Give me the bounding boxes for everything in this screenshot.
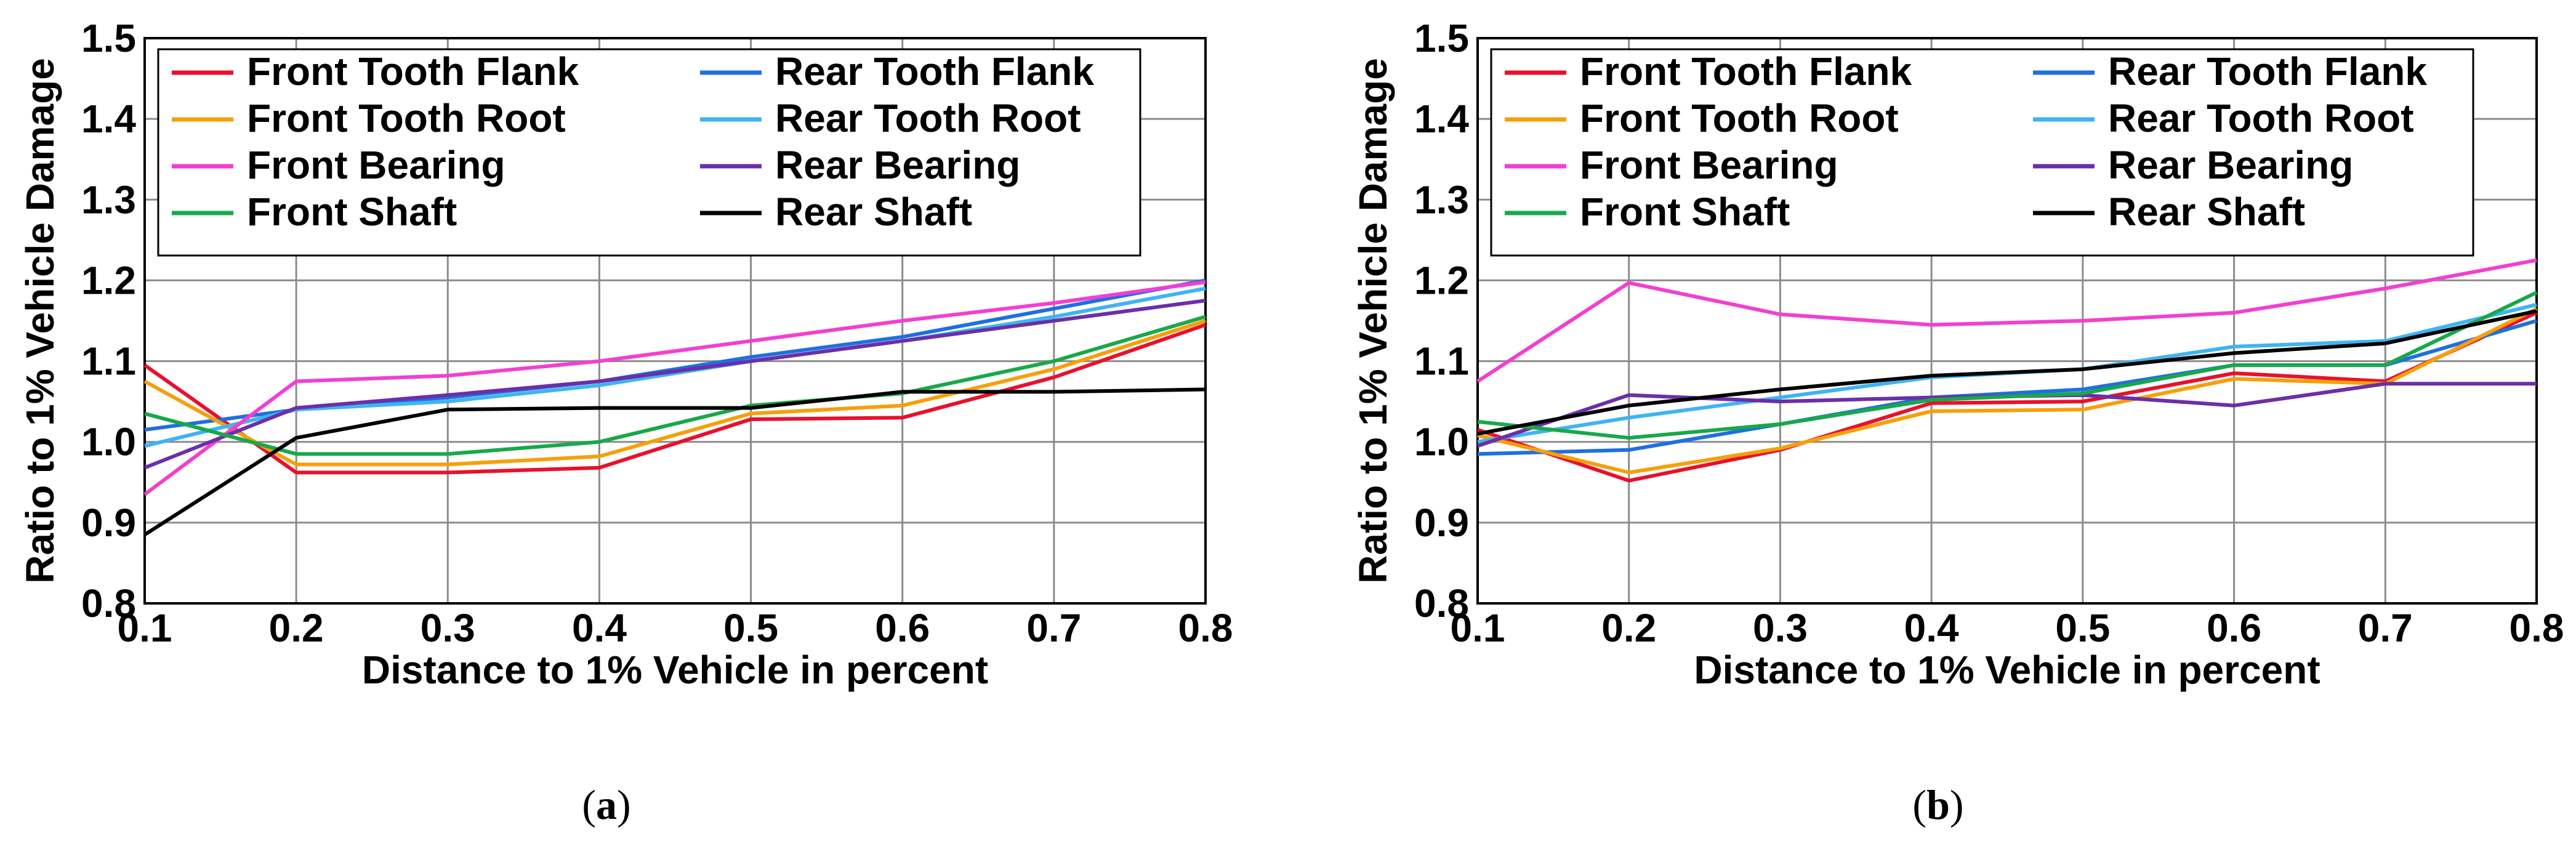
y-tick-label: 0.9	[81, 501, 136, 545]
x-tick-label: 0.3	[421, 606, 475, 650]
legend-item-front-bearing: Front Bearing	[172, 143, 505, 187]
series-line-rear-tooth-root	[144, 286, 1206, 448]
legend-item-rear-tooth-root: Rear Tooth Root	[700, 96, 1081, 140]
series-lines	[1476, 258, 2538, 483]
legend-box	[157, 48, 1141, 257]
legend-label: Front Tooth Root	[1580, 96, 1899, 140]
y-axis-label: Ratio to 1% Vehicle Damage	[18, 58, 62, 584]
chart-panel-a: 0.1 0.2 0.3 0.4 0.5 0.6 0.7 0.8 0.8 0.9 1.0 1.1 1.2 1…	[18, 16, 1233, 828]
legend: Front Tooth Flank Rear Tooth Flank Front T…	[157, 48, 1141, 257]
caption-paren: )	[1950, 781, 1964, 828]
legend-label: Front Shaft	[1580, 190, 1790, 234]
chart-panel-b: 0.1 0.2 0.3 0.4 0.5 0.6 0.7 0.8 0.8 0.9 1.0 1.1 1.2 1…	[1351, 16, 2564, 828]
y-tick-label: 1.1	[1414, 339, 1469, 384]
x-tick-label: 0.7	[2358, 606, 2413, 650]
legend-label: Front Bearing	[1580, 143, 1838, 187]
series-line-front-tooth-root	[143, 319, 1206, 467]
legend-label: Rear Shaft	[2108, 190, 2305, 234]
x-tick-label: 0.2	[1601, 606, 1656, 650]
legend-item-front-tooth-root: Front Tooth Root	[1505, 96, 1899, 140]
panel-caption: (a)	[582, 781, 630, 828]
legend-label: Rear Tooth Flank	[775, 49, 1094, 94]
caption-letter: b	[1926, 781, 1950, 828]
series-line-front-tooth-root	[1477, 307, 2538, 475]
y-tick-label: 0.8	[81, 581, 136, 626]
caption-paren: )	[617, 781, 631, 828]
legend-item-rear-shaft: Rear Shaft	[700, 190, 972, 234]
legend-label: Front Bearing	[247, 143, 505, 187]
legend-item-front-shaft: Front Shaft	[172, 190, 457, 234]
y-tick-label: 1.1	[81, 339, 136, 384]
legend-item-rear-shaft: Rear Shaft	[2033, 190, 2305, 234]
y-tick-label: 1.5	[1414, 16, 1469, 60]
y-tick-label: 1.3	[81, 177, 136, 222]
legend-label: Front Tooth Flank	[1580, 49, 1912, 94]
y-tick-label: 1.0	[81, 420, 136, 464]
legend: Front Tooth Flank Rear Tooth Flank Front T…	[1490, 48, 2474, 257]
x-tick-label: 0.4	[572, 606, 627, 650]
legend-label: Rear Tooth Flank	[2108, 49, 2427, 94]
caption-letter: a	[596, 781, 617, 828]
x-tick-label: 0.2	[269, 606, 324, 650]
y-tick-label: 1.2	[81, 258, 136, 302]
legend-label: Front Shaft	[247, 190, 457, 234]
y-tick-label: 1.0	[1414, 420, 1469, 464]
series-line-rear-bearing	[143, 299, 1206, 470]
x-axis-label: Distance to 1% Vehicle in percent	[1694, 648, 2320, 692]
x-tick-label: 0.5	[723, 606, 778, 650]
series-line-front-shaft	[144, 315, 1206, 456]
legend-item-rear-bearing: Rear Bearing	[700, 143, 1020, 187]
x-tick-label: 0.6	[875, 606, 930, 650]
legend-label: Rear Tooth Root	[2108, 96, 2414, 140]
y-tick-label: 1.3	[1414, 177, 1469, 222]
legend-item-rear-tooth-flank: Rear Tooth Flank	[700, 49, 1094, 94]
legend-item-rear-tooth-flank: Rear Tooth Flank	[2033, 49, 2427, 94]
x-tick-label: 0.7	[1026, 606, 1081, 650]
legend-item-rear-tooth-root: Rear Tooth Root	[2033, 96, 2414, 140]
series-line-front-tooth-flank	[1477, 311, 2538, 483]
y-tick-label: 1.5	[81, 16, 136, 60]
legend-item-front-tooth-flank: Front Tooth Flank	[1505, 49, 1912, 94]
legend-box	[1490, 48, 2474, 257]
y-tick-label: 1.4	[1414, 97, 1469, 141]
y-tick-label: 0.8	[1414, 581, 1469, 626]
x-tick-label: 0.3	[1753, 606, 1808, 650]
legend-label: Rear Bearing	[2108, 143, 2353, 187]
legend-item-front-tooth-flank: Front Tooth Flank	[172, 49, 579, 94]
x-tick-label: 0.8	[2510, 606, 2564, 650]
y-axis-label: Ratio to 1% Vehicle Damage	[1351, 58, 1395, 584]
y-tick-label: 1.4	[81, 97, 136, 141]
y-tick-label: 0.9	[1414, 501, 1469, 545]
series-line-front-tooth-flank	[143, 323, 1206, 475]
series-line-rear-shaft	[1477, 309, 2537, 436]
x-tick-label: 0.6	[2207, 606, 2261, 650]
series-line-rear-shaft	[143, 387, 1206, 537]
x-tick-label: 0.1	[1451, 606, 1505, 650]
y-tick-label: 1.2	[1414, 258, 1469, 302]
x-tick-label: 0.1	[118, 606, 172, 650]
legend-item-front-tooth-root: Front Tooth Root	[172, 96, 566, 140]
legend-item-rear-bearing: Rear Bearing	[2033, 143, 2353, 187]
legend-label: Rear Shaft	[775, 190, 972, 234]
legend-item-front-shaft: Front Shaft	[1505, 190, 1790, 234]
caption-paren: (	[1912, 781, 1926, 828]
panel-caption: (b)	[1912, 781, 1963, 828]
x-tick-label: 0.4	[1904, 606, 1959, 650]
legend-label: Front Tooth Root	[247, 96, 566, 140]
series-lines	[143, 278, 1206, 537]
series-line-front-shaft	[1477, 291, 2538, 440]
series-line-front-bearing	[1476, 258, 2537, 383]
caption-paren: (	[582, 781, 596, 828]
x-tick-label: 0.5	[2055, 606, 2110, 650]
x-axis-label: Distance to 1% Vehicle in percent	[362, 648, 988, 692]
legend-label: Rear Bearing	[775, 143, 1020, 187]
series-line-front-bearing	[143, 280, 1206, 496]
legend-label: Front Tooth Flank	[247, 49, 579, 94]
legend-item-front-bearing: Front Bearing	[1505, 143, 1838, 187]
legend-label: Rear Tooth Root	[775, 96, 1081, 140]
x-tick-label: 0.8	[1178, 606, 1233, 650]
